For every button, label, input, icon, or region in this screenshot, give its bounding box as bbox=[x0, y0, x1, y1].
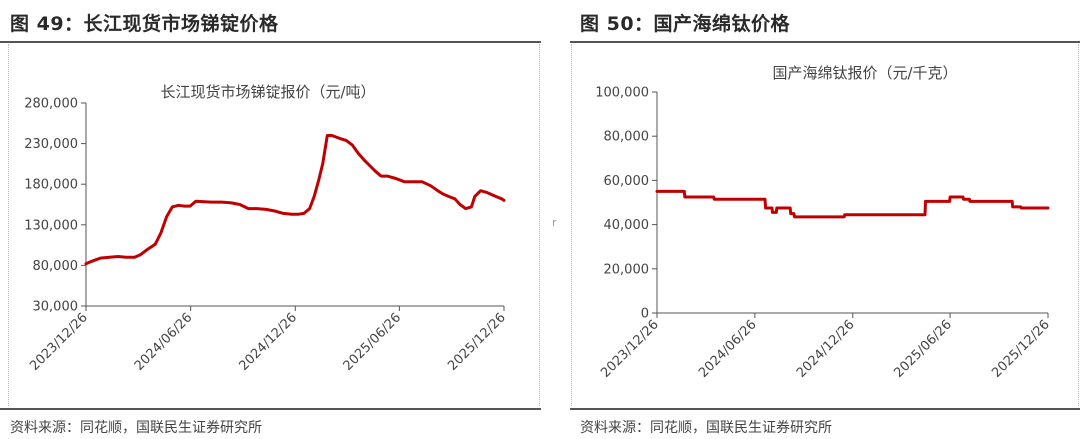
y-tick-label: 40,000 bbox=[604, 218, 650, 233]
x-tick-label: 2025/06/26 bbox=[891, 317, 955, 381]
y-tick-label: 20,000 bbox=[604, 262, 650, 277]
chart-title: 长江现货市场锑锭报价（元/吨） bbox=[160, 83, 375, 101]
title-rule bbox=[0, 41, 541, 43]
x-tick-label: 2025/12/26 bbox=[989, 317, 1053, 381]
y-tick-label: 130,000 bbox=[24, 218, 78, 233]
y-tick-label: 30,000 bbox=[33, 300, 79, 315]
figure-title: 图 50：国产海绵钛价格 bbox=[580, 13, 791, 35]
dotted-border bbox=[1078, 44, 1079, 406]
x-tick-label: 2024/06/26 bbox=[696, 317, 760, 381]
chart-title: 国产海绵钛报价（元/千克） bbox=[772, 64, 957, 82]
source-note: 资料来源：同花顺，国联民生证券研究所 bbox=[10, 420, 262, 436]
price-series-line bbox=[655, 189, 1050, 219]
source-note: 资料来源：同花顺，国联民生证券研究所 bbox=[580, 420, 832, 436]
x-tick-label: 2024/12/26 bbox=[794, 317, 858, 381]
stray-mark: r bbox=[552, 216, 557, 229]
price-series-line bbox=[84, 134, 506, 266]
y-tick-label: 0 bbox=[641, 307, 649, 322]
x-tick-label: 2025/06/26 bbox=[341, 310, 405, 374]
source-rule bbox=[0, 408, 541, 410]
dotted-border bbox=[571, 44, 572, 406]
figure-panel-titanium: 图 50：国产海绵钛价格 国产海绵钛报价（元/千克） 0 20,000 40,000 6… bbox=[570, 0, 1080, 439]
source-rule bbox=[570, 408, 1080, 410]
y-tick-label: 80,000 bbox=[604, 130, 650, 145]
x-tick-label: 2024/12/26 bbox=[237, 310, 301, 374]
titanium-sponge-price-chart: 国产海绵钛报价（元/千克） 0 20,000 40,000 60,000 80,000 10… bbox=[595, 64, 1053, 381]
figure-panel-antimony: 图 49：长江现货市场锑锭价格 长江现货市场锑锭报价（元/吨） 30,000 80,… bbox=[0, 13, 541, 436]
y-tick-label: 180,000 bbox=[24, 178, 78, 193]
y-tick-label: 280,000 bbox=[24, 97, 78, 112]
x-tick-label: 2024/06/26 bbox=[132, 310, 196, 374]
antimony-price-chart: 长江现货市场锑锭报价（元/吨） 30,000 80,000 130,000 180,00… bbox=[24, 83, 509, 374]
x-tick-label: 2025/12/26 bbox=[445, 310, 509, 374]
title-rule bbox=[570, 41, 1080, 43]
x-tick-label: 2023/12/26 bbox=[27, 310, 91, 374]
figure-title: 图 49：长江现货市场锑锭价格 bbox=[10, 13, 279, 35]
y-tick-label: 230,000 bbox=[24, 137, 78, 152]
y-tick-label: 80,000 bbox=[33, 259, 79, 274]
x-tick-label: 2023/12/26 bbox=[598, 317, 662, 381]
dotted-border bbox=[539, 44, 540, 406]
dotted-border bbox=[8, 44, 9, 406]
y-tick-label: 60,000 bbox=[604, 174, 650, 189]
y-tick-label: 100,000 bbox=[595, 86, 649, 101]
